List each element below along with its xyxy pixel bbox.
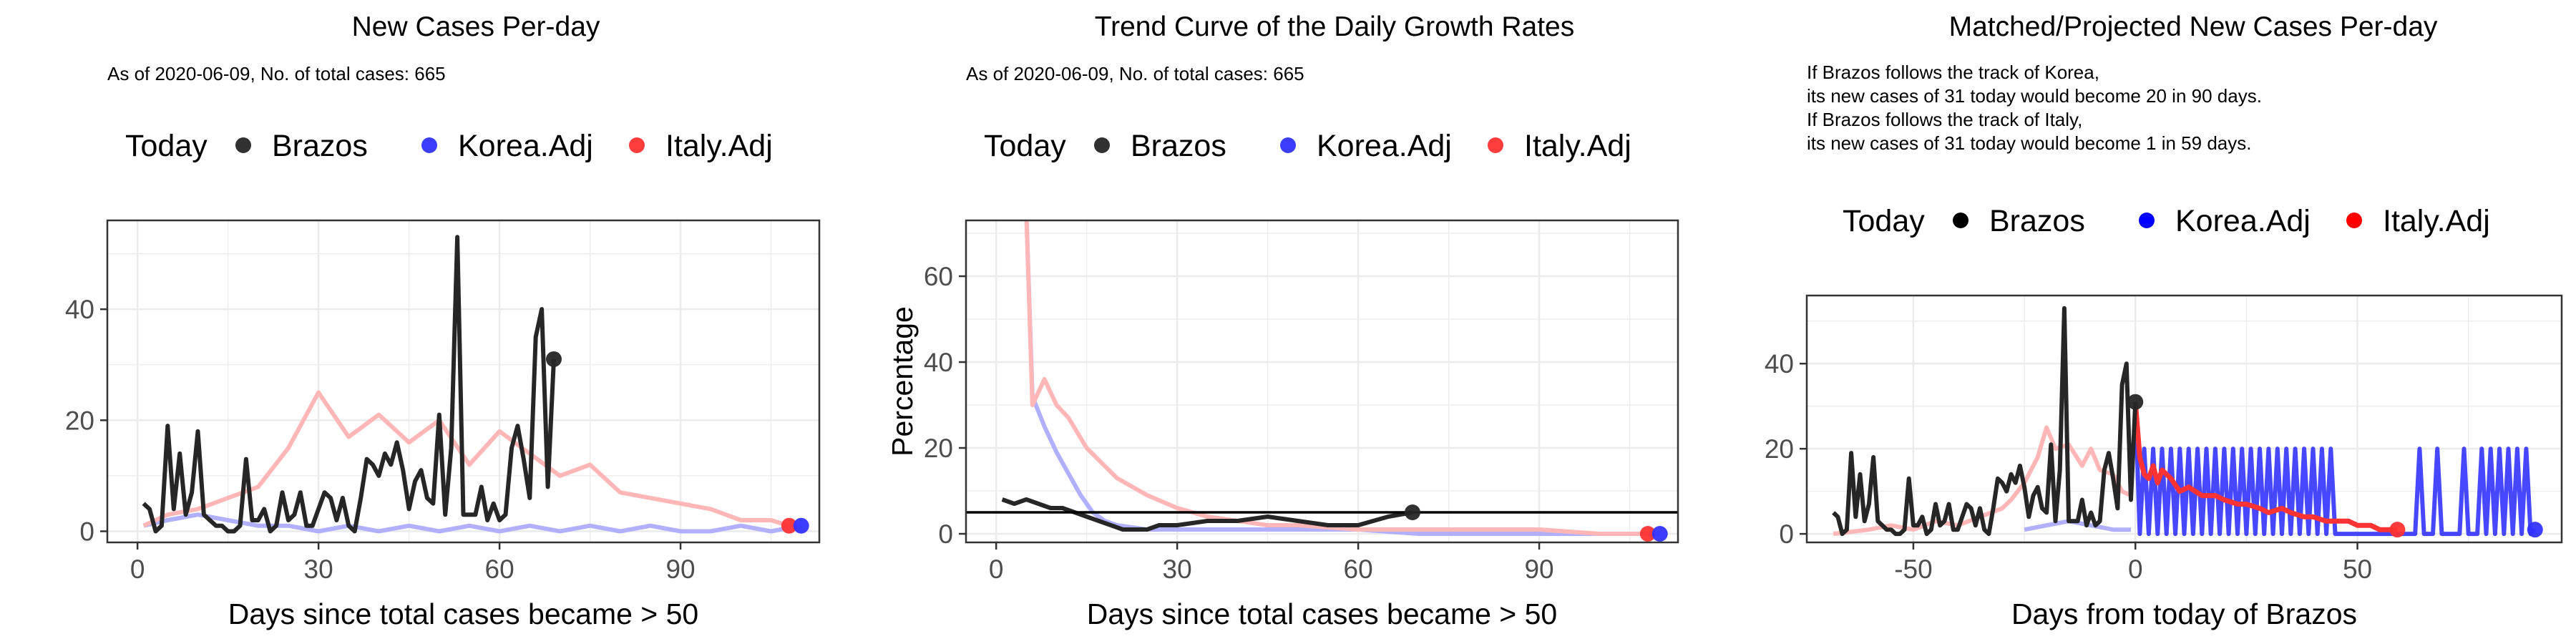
today-point-korea-adj <box>793 517 809 534</box>
x-tick-label: 90 <box>1524 555 1553 584</box>
chart-title: Matched/Projected New Cases Per-day <box>1949 11 2438 42</box>
y-tick-label: 20 <box>65 406 94 435</box>
series-line-korea-adj <box>2133 401 2537 537</box>
legend-label-brazos: Brazos <box>1131 129 1226 163</box>
today-point-korea-adj <box>1652 526 1668 542</box>
chart-subtitle: If Brazos follows the track of Korea, <box>1807 62 2099 83</box>
series-line-italy-adj <box>1024 220 1648 536</box>
axes: 0 30 60 90 0 20 40 Days since total cases becam… <box>65 295 698 630</box>
legend-label-italy-adj: Italy.Adj <box>2383 204 2490 238</box>
series-line-italy-adj <box>2132 401 2398 532</box>
chart-subtitle: If Brazos follows the track of Italy, <box>1807 109 2082 130</box>
plot-border <box>1805 294 2563 544</box>
legend-title: Today <box>1843 204 1925 238</box>
legend-key-brazos <box>1953 213 1968 228</box>
y-tick-label: 60 <box>924 262 953 291</box>
legend-key-korea-adj <box>1280 137 1296 153</box>
chart-subtitle: its new cases of 31 today would become 2… <box>1807 85 2262 107</box>
chart-subtitle: As of 2020-06-09, No. of total cases: 66… <box>966 63 1304 84</box>
legend: Today Brazos Korea.Adj Italy.Adj <box>1843 204 2490 238</box>
legend: Today Brazos Korea.Adj Italy.Adj <box>984 129 1631 163</box>
legend-label-brazos: Brazos <box>1989 204 2085 238</box>
series-line-brazos <box>1832 306 2138 537</box>
series-lines <box>966 220 1678 542</box>
x-axis-title: Days since total cases became > 50 <box>228 597 698 630</box>
chart-title: New Cases Per-day <box>352 11 600 42</box>
chart-panel-2: Trend Curve of the Daily Growth Rates As … <box>886 11 1679 630</box>
axes: 0 30 60 90 0 20 40 60 Days since total cases bec… <box>886 262 1557 630</box>
y-tick-label: 0 <box>938 519 953 549</box>
chart-panel-3: Matched/Projected New Cases Per-day If Br… <box>1765 11 2563 630</box>
legend-key-korea-adj <box>421 137 437 153</box>
y-tick-label: 40 <box>924 348 953 377</box>
chart-title: Trend Curve of the Daily Growth Rates <box>1095 11 1574 42</box>
today-point-brazos <box>545 351 562 367</box>
legend-key-brazos <box>1094 137 1110 153</box>
chart-subtitle: its new cases of 31 today would become 1… <box>1807 132 2251 154</box>
x-tick-label: 60 <box>485 555 514 584</box>
legend-key-italy-adj <box>2346 213 2362 228</box>
today-point-brazos <box>1404 504 1420 520</box>
x-axis-title: Days since total cases became > 50 <box>1087 597 1557 630</box>
legend: Today Brazos Korea.Adj Italy.Adj <box>125 129 773 163</box>
x-tick-label: 50 <box>2343 555 2372 584</box>
legend-label-korea-adj: Korea.Adj <box>458 129 593 163</box>
y-tick-label: 20 <box>1765 434 1794 464</box>
y-tick-label: 20 <box>924 434 953 463</box>
plot-background <box>966 220 1678 542</box>
legend-label-korea-adj: Korea.Adj <box>2175 204 2311 238</box>
legend-label-italy-adj: Italy.Adj <box>1524 129 1631 163</box>
y-tick-label: 40 <box>1765 349 1794 379</box>
series-line-brazos <box>142 235 556 534</box>
legend-label-brazos: Brazos <box>272 129 368 163</box>
series-line-korea-adj <box>142 512 802 534</box>
legend-key-brazos <box>235 137 251 153</box>
plot-border <box>965 219 1679 544</box>
plot-area <box>966 220 1678 542</box>
series-line-korea-adj-history <box>2024 519 2131 532</box>
today-point-korea-adj <box>2527 522 2543 538</box>
x-tick-label: 0 <box>989 555 1004 584</box>
today-point-italy-adj <box>2389 522 2406 538</box>
today-point-italy-adj <box>1639 526 1656 542</box>
y-tick-label: 40 <box>65 295 94 324</box>
series-lines <box>142 235 809 534</box>
x-tick-label: 90 <box>665 555 695 584</box>
legend-label-korea-adj: Korea.Adj <box>1317 129 1452 163</box>
axes: -50 0 50 0 20 40 Days from today of Brazos <box>1765 349 2372 630</box>
legend-title: Today <box>984 129 1066 163</box>
y-axis-title: Percentage <box>886 306 919 457</box>
today-point-italy-adj <box>781 517 797 534</box>
chart-panel-1: New Cases Per-day As of 2020-06-09, No. o… <box>65 11 821 630</box>
y-tick-label: 0 <box>1779 519 1794 549</box>
x-tick-label: 0 <box>130 555 145 584</box>
x-tick-label: 60 <box>1344 555 1373 584</box>
legend-key-italy-adj <box>1488 137 1503 153</box>
x-tick-label: -50 <box>1894 555 1932 584</box>
y-tick-label: 0 <box>79 517 94 546</box>
chart-subtitle: As of 2020-06-09, No. of total cases: 66… <box>107 63 446 84</box>
legend-title: Today <box>125 129 208 163</box>
legend-key-italy-adj <box>629 137 645 153</box>
plot-border <box>106 219 821 544</box>
series-lines <box>1832 306 2543 538</box>
x-tick-label: 30 <box>1163 555 1192 584</box>
x-axis-title: Days from today of Brazos <box>2011 597 2357 630</box>
today-point-brazos <box>2127 394 2144 410</box>
legend-key-korea-adj <box>2139 213 2155 228</box>
series-line-italy-adj-history <box>1833 425 2132 537</box>
legend-label-italy-adj: Italy.Adj <box>665 129 773 163</box>
x-tick-label: 0 <box>2128 555 2143 584</box>
x-tick-label: 30 <box>304 555 333 584</box>
series-line-brazos <box>1001 497 1413 532</box>
